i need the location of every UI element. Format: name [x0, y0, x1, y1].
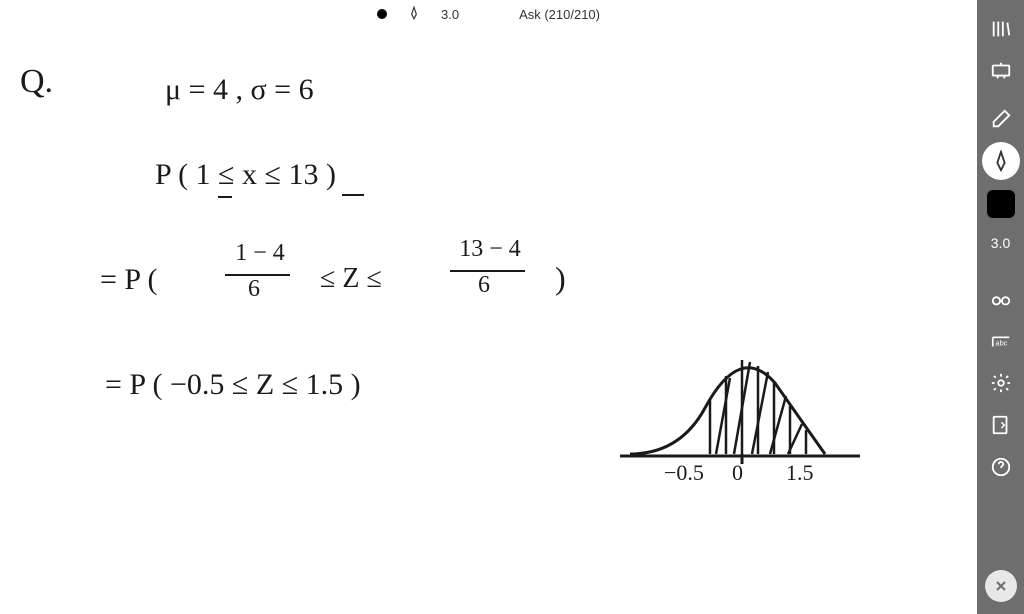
svg-text:abc: abc [995, 339, 1007, 348]
color-dot-indicator[interactable] [377, 9, 387, 19]
normal-distribution-sketch: −0.5 0 1.5 [610, 338, 870, 488]
line4-prob-z: = P ( −0.5 ≤ Z ≤ 1.5 ) [105, 368, 361, 402]
line-params: μ = 4 , σ = 6 [165, 73, 314, 107]
settings-gear-icon[interactable] [982, 364, 1020, 402]
top-toolbar: 3.0 Ask (210/210) [0, 0, 977, 28]
ask-counter-label[interactable]: Ask (210/210) [519, 7, 600, 22]
abc-text-icon[interactable]: abc [982, 322, 1020, 360]
curve-label-right: 1.5 [786, 460, 814, 486]
frac1-num: 1 − 4 [225, 240, 295, 267]
close-icon[interactable] [985, 570, 1017, 602]
pen-icon[interactable] [982, 142, 1020, 180]
underline-1 [218, 196, 232, 198]
stroke-width-label[interactable]: 3.0 [982, 228, 1020, 258]
stroke-width-value[interactable]: 3.0 [441, 7, 459, 22]
library-icon[interactable] [982, 10, 1020, 48]
underline-13 [342, 194, 364, 196]
help-icon[interactable] [982, 448, 1020, 486]
line3-mid: ≤ Z ≤ [320, 263, 382, 295]
glasses-icon[interactable] [982, 280, 1020, 318]
right-toolbar: 3.0 abc [977, 0, 1024, 614]
export-icon[interactable] [982, 406, 1020, 444]
pen-tool-icon[interactable] [407, 6, 421, 23]
curve-label-left: −0.5 [664, 460, 704, 486]
line3-suffix: ) [555, 260, 566, 297]
frac2-num: 13 − 4 [450, 236, 530, 263]
frac2-den: 6 [478, 272, 490, 299]
frac1-den: 6 [248, 276, 260, 303]
line3-prefix: = P ( [100, 263, 157, 297]
color-swatch[interactable] [987, 190, 1015, 218]
curve-label-mid: 0 [732, 460, 743, 486]
line-prob-x: P ( 1 ≤ x ≤ 13 ) [155, 158, 336, 192]
question-marker: Q. [20, 63, 53, 101]
whiteboard-icon[interactable] [982, 52, 1020, 90]
eraser-icon[interactable] [982, 100, 1020, 138]
drawing-canvas[interactable]: Q. μ = 4 , σ = 6 P ( 1 ≤ x ≤ 13 ) = P ( … [0, 28, 977, 614]
